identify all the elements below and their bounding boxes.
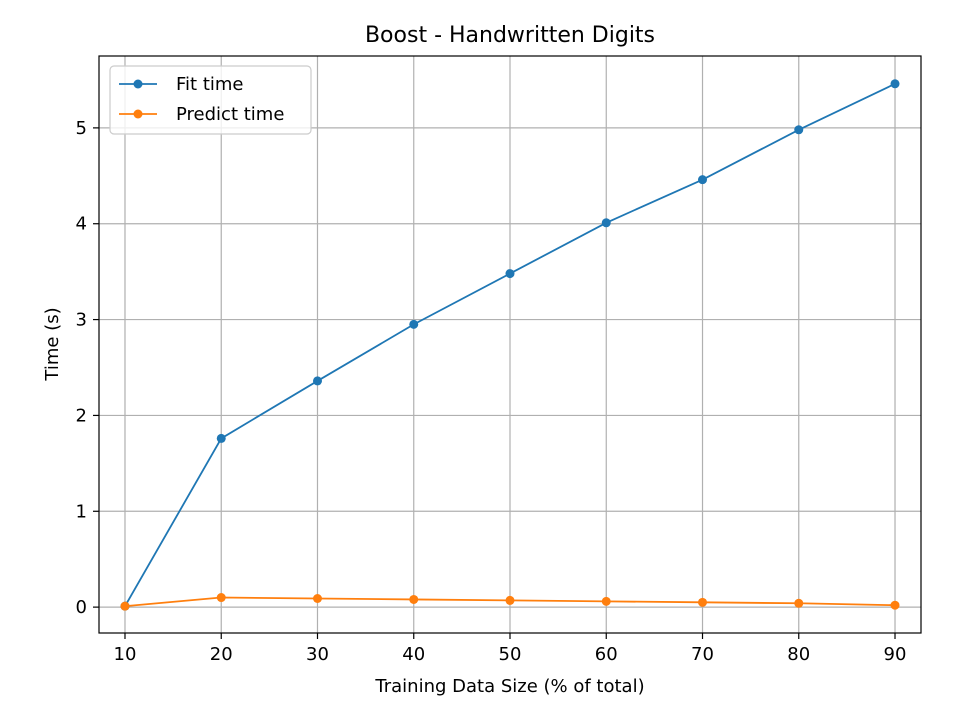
data-point-fit-time bbox=[698, 175, 708, 185]
data-point-predict-time bbox=[312, 593, 322, 603]
ticks: 10 20 30 40 50 60 70 80 90 0 1 2 3 4 5 bbox=[76, 118, 907, 665]
legend-label-predict-time: Predict time bbox=[176, 104, 284, 125]
data-point-predict-time bbox=[120, 601, 130, 611]
data-point-predict-time bbox=[505, 595, 515, 605]
x-tick-label: 30 bbox=[306, 644, 329, 665]
y-tick-label: 4 bbox=[76, 214, 87, 235]
legend: Fit time Predict time bbox=[109, 65, 312, 135]
data-point-predict-time bbox=[890, 600, 900, 610]
data-point-fit-time bbox=[312, 376, 322, 386]
data-point-predict-time bbox=[794, 598, 804, 608]
y-tick-label: 2 bbox=[76, 405, 87, 426]
chart-title: Boost - Handwritten Digits bbox=[365, 23, 655, 48]
x-tick-label: 70 bbox=[691, 644, 714, 665]
data-point-fit-time bbox=[505, 269, 515, 279]
x-tick-label: 40 bbox=[402, 644, 425, 665]
x-tick-label: 60 bbox=[595, 644, 618, 665]
x-tick-label: 10 bbox=[114, 644, 137, 665]
data-point-fit-time bbox=[409, 319, 419, 329]
series-layer bbox=[120, 79, 900, 611]
grid bbox=[99, 56, 921, 633]
legend-marker-fit-time bbox=[133, 79, 143, 89]
data-point-fit-time bbox=[890, 79, 900, 89]
legend-marker-predict-time bbox=[133, 109, 143, 119]
x-tick-label: 20 bbox=[210, 644, 233, 665]
data-point-predict-time bbox=[601, 596, 611, 606]
y-tick-label: 0 bbox=[76, 597, 87, 618]
y-axis-label: Time (s) bbox=[42, 307, 63, 381]
data-point-predict-time bbox=[409, 594, 419, 604]
x-axis-label: Training Data Size (% of total) bbox=[374, 676, 644, 697]
x-tick-label: 50 bbox=[499, 644, 522, 665]
data-point-fit-time bbox=[601, 218, 611, 228]
x-tick-label: 80 bbox=[787, 644, 810, 665]
y-tick-label: 5 bbox=[76, 118, 87, 139]
legend-label-fit-time: Fit time bbox=[176, 74, 244, 95]
data-point-fit-time bbox=[794, 125, 804, 135]
series-predict-time bbox=[120, 593, 900, 611]
data-point-fit-time bbox=[216, 433, 226, 443]
x-tick-label: 90 bbox=[884, 644, 907, 665]
data-point-predict-time bbox=[698, 597, 708, 607]
y-tick-label: 1 bbox=[76, 501, 87, 522]
series-fit-time bbox=[120, 79, 900, 611]
data-point-predict-time bbox=[216, 593, 226, 603]
legend-box bbox=[109, 65, 312, 135]
y-tick-label: 3 bbox=[76, 310, 87, 331]
